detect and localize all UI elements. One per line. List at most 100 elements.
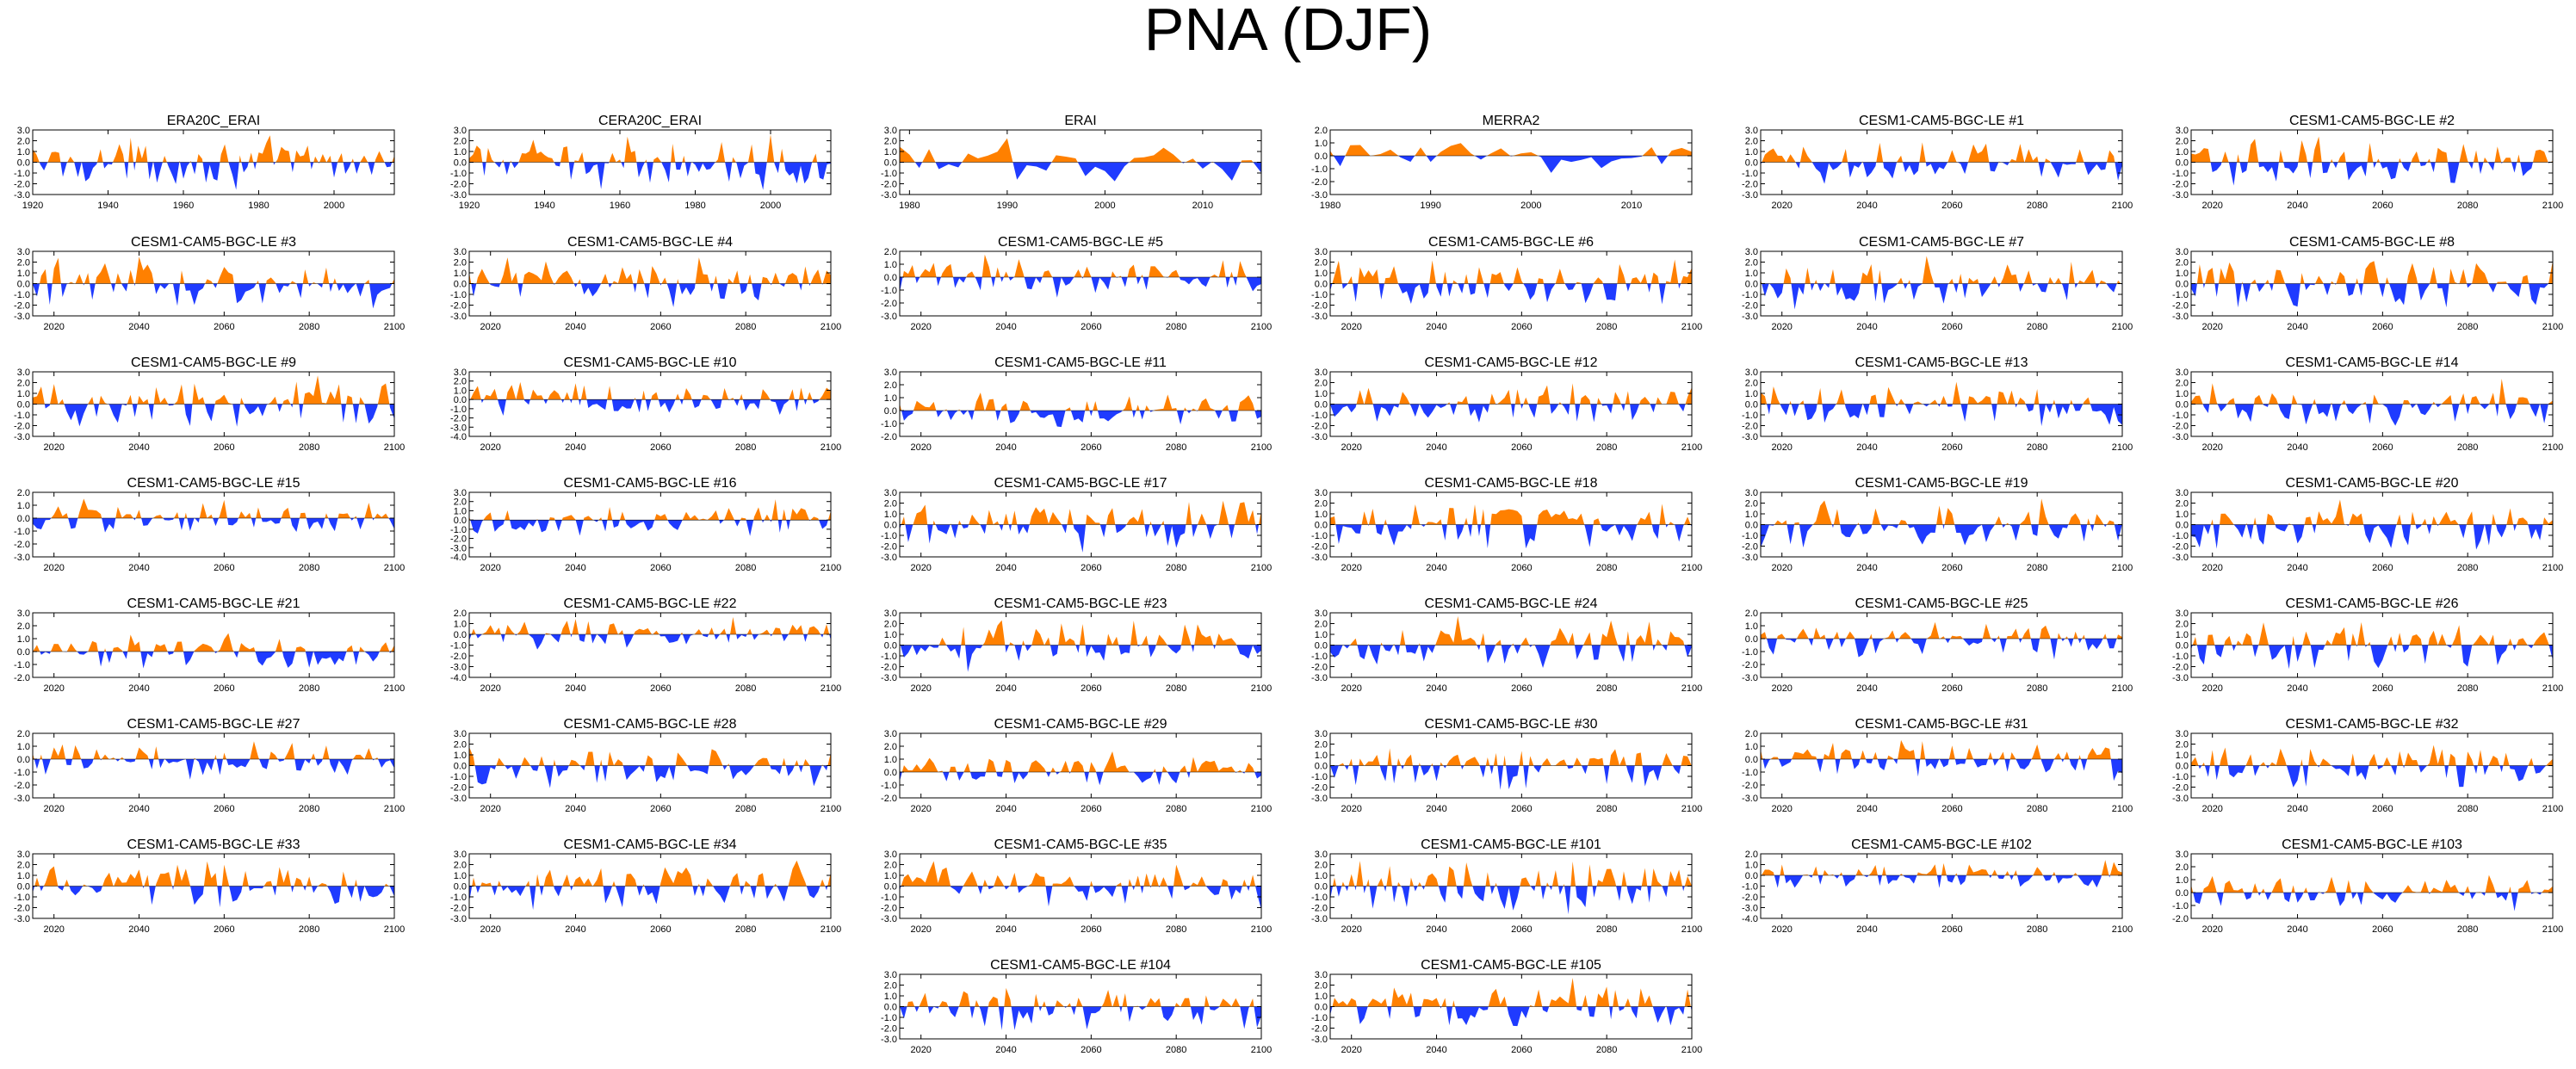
x-tick-label: 1940	[534, 201, 554, 211]
x-tick-label: 2100	[2112, 563, 2133, 573]
y-tick-label: -1.0	[1742, 768, 1758, 778]
y-tick-label: -2.0	[2172, 301, 2189, 312]
y-tick-label: 1.0	[2176, 389, 2189, 399]
x-tick-label: 2040	[1856, 442, 1877, 453]
y-tick-label: 2.0	[884, 742, 897, 752]
y-tick-label: -3.0	[14, 312, 30, 322]
panel-title: CESM1-CAM5-BGC-LE #33	[127, 837, 300, 852]
x-tick-label: 2040	[995, 442, 1016, 453]
y-tick-label: -2.0	[1311, 177, 1328, 188]
y-tick-label: -2.0	[1742, 893, 1758, 903]
y-tick-label: 1.0	[2176, 269, 2189, 279]
y-tick-label: -1.0	[1311, 290, 1328, 300]
x-tick-label: 2100	[2112, 804, 2133, 814]
positive-fill	[1330, 978, 1692, 1007]
y-tick-label: 1.0	[1315, 630, 1328, 640]
positive-fill	[469, 860, 831, 887]
y-tick-label: -1.0	[450, 772, 467, 782]
y-tick-label: 0.0	[17, 647, 30, 658]
y-tick-label: 0.0	[454, 516, 467, 526]
y-tick-label: -1.0	[450, 169, 467, 179]
x-tick-label: 2080	[2457, 924, 2478, 935]
y-tick-label: -2.0	[1311, 904, 1328, 914]
x-tick-label: 2080	[735, 683, 756, 694]
y-tick-label: -2.0	[450, 783, 467, 794]
y-tick-label: 2.0	[1745, 499, 1758, 510]
plot-frame	[899, 250, 1262, 317]
negative-fill	[900, 886, 1261, 911]
x-tick-label: 2080	[299, 442, 319, 453]
y-tick-label: 0.0	[17, 400, 30, 411]
y-tick-label: 2.0	[884, 620, 897, 630]
y-tick-label: 0.0	[454, 158, 467, 169]
x-tick-label: 2020	[1771, 924, 1792, 935]
x-tick-label: 2060	[650, 683, 671, 694]
y-tick-label: 0.0	[884, 406, 897, 417]
positive-fill	[900, 620, 1261, 646]
x-tick-label: 2040	[128, 804, 149, 814]
panel-title: CESM1-CAM5-BGC-LE #29	[994, 717, 1167, 732]
y-tick-label: 3.0	[17, 247, 30, 257]
panel-5: CESM1-CAM5-BGC-LE #1 3.02.01.00.0-1.0-2.0…	[1742, 114, 2133, 211]
y-tick-label: -4.0	[450, 432, 467, 442]
x-tick-label: 2080	[2027, 442, 2047, 453]
negative-fill	[33, 162, 394, 190]
y-tick-label: 0.0	[2176, 280, 2189, 290]
y-tick-label: 2.0	[2176, 620, 2189, 630]
x-tick-label: 2080	[2457, 563, 2478, 573]
panel-11: CESM1-CAM5-BGC-LE #7 3.02.01.00.0-1.0-2.0…	[1742, 235, 2133, 332]
x-tick-label: 2020	[1341, 924, 1361, 935]
y-tick-label: 0.0	[454, 882, 467, 893]
negative-fill	[1761, 875, 2122, 888]
x-tick-label: 2040	[565, 804, 585, 814]
y-tick-label: 2.0	[2176, 137, 2189, 147]
x-tick-label: 2080	[735, 804, 756, 814]
x-tick-label: 2040	[1856, 804, 1877, 814]
y-tick-label: -3.0	[2172, 673, 2189, 683]
x-tick-label: 2100	[2542, 683, 2563, 694]
panel-17: CESM1-CAM5-BGC-LE #13 3.02.01.00.0-1.0-2.…	[1742, 355, 2133, 453]
y-tick-label: 1.0	[1315, 871, 1328, 881]
x-tick-label: 2100	[2112, 924, 2133, 935]
y-tick-label: 0.0	[17, 280, 30, 290]
x-tick-label: 2020	[2201, 563, 2222, 573]
x-tick-label: 2100	[2542, 201, 2563, 211]
y-tick-label: -1.0	[450, 525, 467, 535]
positive-fill	[470, 381, 831, 400]
negative-fill	[2191, 524, 2553, 550]
y-tick-label: -3.0	[1742, 312, 1758, 322]
x-tick-label: 2040	[565, 924, 585, 935]
x-tick-label: 2100	[1681, 563, 1702, 573]
positive-fill	[1761, 860, 2122, 875]
y-tick-label: -3.0	[1311, 1035, 1328, 1045]
plot-frame	[1760, 732, 2123, 799]
x-tick-label: 2020	[2201, 804, 2222, 814]
negative-fill	[2191, 765, 2553, 788]
y-tick-label: 0.0	[1315, 882, 1328, 893]
x-tick-label: 2020	[910, 924, 931, 935]
y-tick-label: 2.0	[1315, 499, 1328, 510]
y-tick-label: -1.0	[450, 290, 467, 300]
x-tick-label: 2100	[2542, 322, 2563, 332]
y-tick-label: 2.0	[1315, 740, 1328, 751]
y-tick-label: 1.0	[2176, 147, 2189, 158]
y-tick-label: 2.0	[454, 740, 467, 751]
negative-fill	[33, 759, 394, 780]
y-tick-label: 2.0	[1745, 137, 1758, 147]
y-tick-label: 3.0	[454, 247, 467, 257]
x-tick-label: 2040	[2287, 683, 2307, 694]
x-tick-label: 2020	[910, 1045, 931, 1055]
x-tick-label: 2060	[1941, 322, 1962, 332]
y-tick-label: 2.0	[1745, 258, 1758, 269]
y-tick-label: -3.0	[1311, 190, 1328, 201]
y-tick-label: -3.0	[450, 663, 467, 673]
x-tick-label: 2060	[1081, 804, 1101, 814]
x-tick-label: 2020	[1341, 1045, 1361, 1055]
positive-fill	[2191, 874, 2553, 893]
positive-fill	[469, 257, 831, 284]
positive-fill	[2191, 378, 2553, 405]
x-tick-label: 2040	[2287, 924, 2307, 935]
x-tick-label: 2060	[1081, 442, 1101, 453]
y-tick-label: 0.0	[1745, 280, 1758, 290]
panel-32: CESM1-CAM5-BGC-LE #28 3.02.01.00.0-1.0-2.…	[450, 717, 841, 814]
